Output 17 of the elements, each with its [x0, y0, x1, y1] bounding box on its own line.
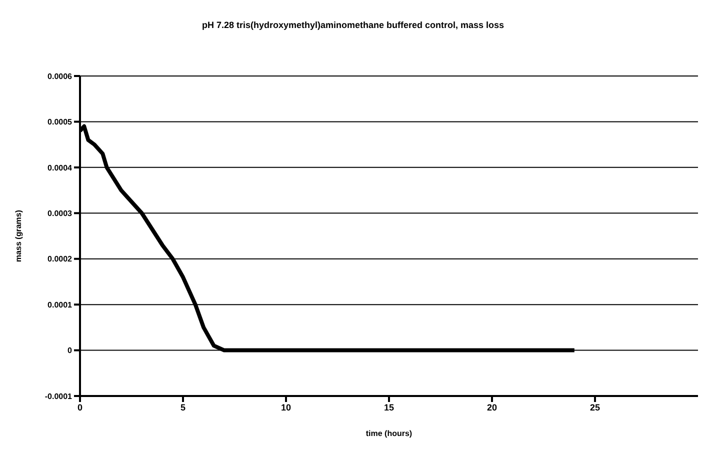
y-tick-label: 0.0005: [48, 118, 73, 127]
x-tick-label: 0: [77, 402, 83, 412]
y-tick-label: 0.0001: [48, 300, 73, 310]
y-tick-label: -0.0001: [44, 392, 73, 401]
y-tick-label: 0: [68, 346, 73, 356]
y-tick-label: 0.0004: [48, 163, 73, 172]
chart-title: pH 7.28 tris(hydroxymethyl)aminomethane buffered control, mass loss: [200, 19, 506, 32]
y-tick-label: 0.0003: [48, 208, 73, 218]
x-tick-label: 20: [486, 402, 498, 412]
x-tick-label: 5: [180, 402, 186, 412]
x-tick-label: 10: [280, 402, 292, 412]
y-axis-title: mass (grams): [14, 210, 23, 262]
x-tick-label: 25: [590, 402, 600, 412]
y-tick-label: 0.0006: [48, 72, 73, 81]
x-axis-title: time (hours): [366, 429, 412, 438]
y-tick-label: 0.0002: [48, 254, 73, 264]
x-tick-label: 15: [384, 402, 394, 412]
